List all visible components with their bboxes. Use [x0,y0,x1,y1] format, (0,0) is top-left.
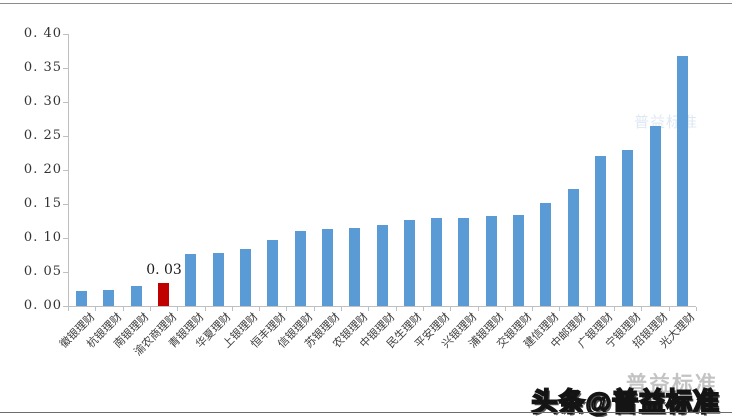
y-tick-mark [63,170,68,171]
x-tick-mark [259,307,260,311]
bar [185,254,196,306]
y-tick-mark [63,272,68,273]
y-tick-mark [63,34,68,35]
bar [486,216,497,306]
top-border-line [0,3,732,4]
bar [240,249,251,306]
bar-value-label: 0. 03 [146,262,182,278]
bar [622,150,633,306]
bar [677,56,688,306]
x-tick-mark [587,307,588,311]
bar [377,225,388,306]
y-tick-mark [63,204,68,205]
bar [267,240,278,306]
x-tick-mark [150,307,151,311]
brand-ghost-text: 普益标准 [626,373,718,396]
toutiao-brand-watermark: 普益标准 头条@普益标准 [531,373,720,417]
bar [595,156,606,306]
y-tick-label: 0. 40 [23,26,62,41]
y-tick-label: 0. 10 [23,230,62,245]
bar [404,220,415,306]
y-axis-line [68,34,69,307]
x-tick-mark [641,307,642,311]
x-tick-mark [532,307,533,311]
y-tick-mark [63,306,68,307]
x-tick-mark [368,307,369,311]
y-tick-label: 0. 05 [23,264,62,279]
x-tick-mark [696,307,697,311]
bar [431,218,442,306]
bottom-border-line [0,412,732,413]
bar [540,203,551,306]
bar [295,231,306,306]
y-tick-label: 0. 25 [23,128,62,143]
bar [568,189,579,306]
bar [76,291,87,306]
bar [349,228,360,306]
x-tick-mark [396,307,397,311]
x-tick-mark [341,307,342,311]
x-tick-mark [68,307,69,311]
bar [458,218,469,306]
x-tick-mark [614,307,615,311]
y-tick-mark [63,136,68,137]
x-tick-mark [669,307,670,311]
x-tick-mark [123,307,124,311]
y-tick-label: 0. 30 [23,94,62,109]
x-axis-line [68,306,696,307]
y-tick-mark [63,238,68,239]
x-tick-mark [478,307,479,311]
bar [322,229,333,306]
y-tick-label: 0. 15 [23,196,62,211]
x-tick-mark [423,307,424,311]
x-tick-mark [286,307,287,311]
bar [103,290,114,306]
x-tick-mark [559,307,560,311]
y-tick-label: 0. 20 [23,162,62,177]
chart-watermark-text: 普益标准 [634,114,699,131]
y-tick-mark [63,68,68,69]
x-tick-mark [177,307,178,311]
bar [131,286,142,306]
x-tick-mark [450,307,451,311]
x-tick-mark [205,307,206,311]
x-tick-mark [314,307,315,311]
x-tick-mark [232,307,233,311]
x-tick-mark [505,307,506,311]
x-tick-mark [95,307,96,311]
bar [650,126,661,306]
bar-highlighted [158,283,169,306]
y-tick-mark [63,102,68,103]
brand-text: 头条@普益标准 [531,386,720,417]
bar [213,253,224,306]
y-tick-label: 0. 35 [23,60,62,75]
bar [513,215,524,306]
y-tick-label: 0. 00 [23,298,62,313]
